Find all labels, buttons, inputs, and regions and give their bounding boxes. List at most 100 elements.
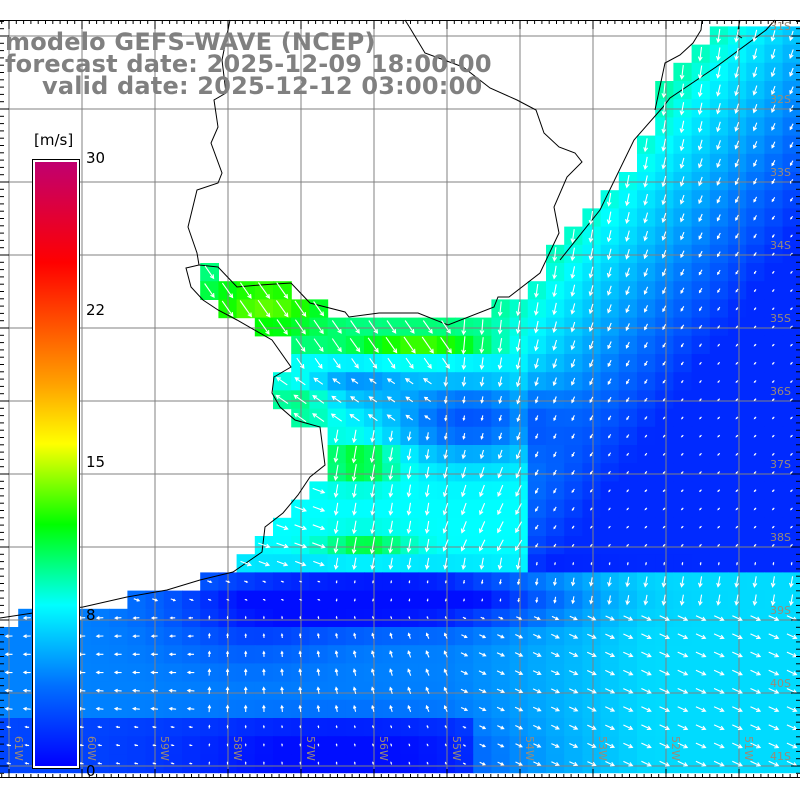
wind-arrow <box>535 524 539 530</box>
wind-arrow <box>772 270 775 274</box>
wind-arrow <box>679 83 685 98</box>
wind-arrow <box>734 159 740 168</box>
wind-arrow <box>735 471 739 474</box>
wind-arrow <box>406 557 412 570</box>
wind-arrow <box>589 377 594 386</box>
wind-arrow <box>661 120 667 134</box>
wind-arrow <box>732 669 743 676</box>
wind-arrow <box>280 668 284 676</box>
wind-arrow <box>497 319 503 335</box>
wind-arrow <box>553 506 557 512</box>
wind-arrow <box>312 413 325 423</box>
wind-arrow <box>735 452 739 456</box>
colorbar-label-15: 15 <box>86 453 106 471</box>
wind-arrow <box>607 378 612 386</box>
wind-arrow <box>188 725 193 729</box>
wind-arrow <box>390 724 393 729</box>
wind-arrow <box>424 502 430 516</box>
wind-arrow <box>497 725 505 730</box>
wind-arrow <box>659 706 671 712</box>
wind-arrow <box>115 743 121 747</box>
wind-arrow <box>752 104 758 114</box>
wind-arrow <box>515 634 524 639</box>
wind-arrow <box>662 305 667 313</box>
wind-arrow <box>570 321 576 333</box>
wind-arrow <box>571 596 576 605</box>
wind-arrow <box>735 251 739 257</box>
wind-arrow <box>680 306 685 312</box>
title-valid-date: valid date: 2025-12-12 03:00:00 <box>42 72 483 100</box>
wind-arrow <box>403 336 416 354</box>
wind-arrow <box>497 449 503 460</box>
wind-arrow <box>661 138 667 152</box>
wind-arrow <box>699 543 702 547</box>
wind-arrow <box>386 378 396 385</box>
wind-arrow <box>588 285 594 297</box>
wind-arrow <box>717 525 721 529</box>
wind-arrow <box>515 743 523 748</box>
wind-arrow <box>258 542 271 549</box>
wind-arrow <box>735 325 739 329</box>
wind-arrow <box>333 537 339 554</box>
wind-arrow <box>644 452 648 456</box>
wind-arrow <box>498 414 502 422</box>
lon-label: 51W <box>742 736 755 761</box>
wind-arrow <box>734 140 740 150</box>
wind-arrow <box>244 761 247 765</box>
wind-arrow <box>517 597 520 603</box>
wind-arrow <box>790 197 794 202</box>
title-model: modelo GEFS-WAVE (NCEP) <box>5 28 376 56</box>
wind-arrow <box>312 487 326 494</box>
wind-arrow <box>772 562 775 566</box>
wind-arrow <box>734 66 739 79</box>
wind-arrow <box>735 525 739 529</box>
wind-arrow <box>150 688 159 693</box>
wind-arrow <box>771 104 776 113</box>
wind-arrow <box>186 706 195 711</box>
wind-arrow <box>771 325 775 329</box>
wind-arrow <box>716 28 721 44</box>
wind-arrow <box>716 594 721 606</box>
wind-arrow <box>677 651 689 658</box>
wind-arrow <box>533 724 542 730</box>
wind-arrow <box>659 651 671 658</box>
wind-arrow <box>244 615 247 619</box>
wind-arrow <box>662 398 666 402</box>
wind-arrow <box>717 251 721 258</box>
wind-arrow <box>312 395 325 404</box>
wind-arrow <box>770 576 776 588</box>
wind-arrow <box>207 632 211 639</box>
wind-arrows <box>4 28 798 767</box>
wind-arrow <box>771 361 775 365</box>
wind-arrow <box>479 634 487 639</box>
wind-arrow <box>263 743 265 747</box>
wind-arrow <box>698 232 703 240</box>
wind-arrow <box>680 489 684 493</box>
wind-arrow <box>497 557 503 571</box>
wind-arrow <box>389 686 393 694</box>
wind-arrow <box>661 249 667 259</box>
wind-arrow <box>661 101 667 117</box>
wind-arrow <box>790 325 793 329</box>
wind-arrow <box>95 652 104 657</box>
wind-arrow <box>790 489 793 493</box>
wind-arrow <box>716 84 721 97</box>
wind-arrow <box>753 380 757 383</box>
wind-arrow <box>515 521 523 534</box>
wind-arrow <box>571 451 575 458</box>
wind-arrow <box>641 760 652 767</box>
wind-arrow <box>317 598 321 601</box>
wind-arrow <box>425 632 430 639</box>
wind-arrow <box>226 632 229 639</box>
wind-arrow <box>151 725 157 729</box>
wind-arrow <box>440 336 452 354</box>
wind-arrow <box>790 361 793 365</box>
wind-arrow <box>571 488 575 494</box>
coastline-segment <box>198 19 583 326</box>
wind-arrow <box>425 686 430 695</box>
wind-arrow <box>386 396 396 403</box>
wind-arrow <box>753 196 758 203</box>
wind-arrow <box>625 249 630 260</box>
wind-arrow <box>571 415 575 422</box>
wind-arrow <box>168 670 177 675</box>
